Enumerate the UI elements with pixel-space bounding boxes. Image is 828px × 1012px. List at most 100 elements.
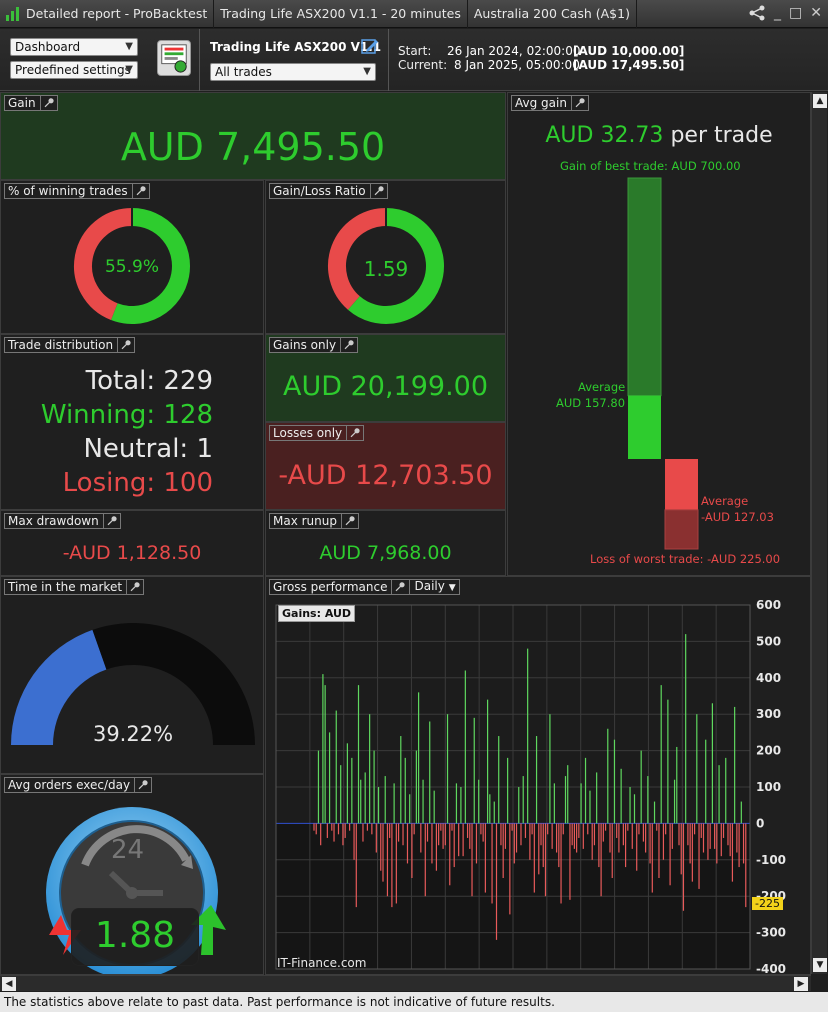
time-in-market-title: Time in the market xyxy=(8,580,123,594)
gains-only-value: AUD 20,199.00 xyxy=(282,371,489,402)
gain-title: Gain xyxy=(8,96,36,110)
y-tick-label: 100 xyxy=(756,780,781,794)
chevron-down-icon: ▼ xyxy=(125,41,133,52)
avg-loss-bar xyxy=(665,459,698,510)
maximize-button[interactable]: □ xyxy=(789,5,803,21)
trades-select[interactable]: All trades ▼ xyxy=(210,63,376,81)
wrench-icon[interactable] xyxy=(570,96,585,110)
tab-instrument[interactable]: Australia 200 Cash (A$1) xyxy=(468,0,637,28)
wrench-icon[interactable] xyxy=(39,96,54,110)
panel-title: Max drawdown xyxy=(4,513,121,529)
gauge-remaining-arc xyxy=(92,623,255,745)
minimize-button[interactable]: _ xyxy=(774,5,782,21)
chevron-down-icon: ▼ xyxy=(363,66,371,77)
max-drawdown-panel: Max drawdown -AUD 1,128.50 xyxy=(0,510,264,576)
max-drawdown-value: -AUD 1,128.50 xyxy=(62,542,202,564)
panel-title: Avg orders exec/day xyxy=(4,777,153,793)
wrench-icon[interactable] xyxy=(341,514,355,528)
avg-orders-title: Avg orders exec/day xyxy=(8,778,131,792)
panel-title: Gains only xyxy=(269,337,359,353)
panel-title: % of winning trades xyxy=(4,183,150,199)
avg-orders-panel: Avg orders exec/day 24 1.88 xyxy=(0,774,264,975)
avg-loss-value: -AUD 127.03 xyxy=(701,510,774,524)
scroll-right-icon[interactable]: ▶ xyxy=(794,977,808,991)
worst-trade-label: Loss of worst trade: -AUD 225.00 xyxy=(590,552,781,566)
probacktest-logo-icon xyxy=(6,6,22,21)
settings-select[interactable]: Predefined settings ▼ xyxy=(10,61,138,79)
report-toolbar: Dashboard ▼ Predefined settings ▼ Trading … xyxy=(0,29,828,91)
scroll-up-icon[interactable]: ▲ xyxy=(813,94,827,108)
winning-pct-panel: % of winning trades 55.9% xyxy=(0,180,264,334)
avg-gain-title: Avg gain xyxy=(515,96,567,110)
losing-trades: Losing: 100 xyxy=(62,468,213,498)
window-titlebar: Detailed report - ProBacktest Trading Li… xyxy=(0,0,828,28)
worst-marker-label: -225 xyxy=(752,897,783,910)
wrench-icon[interactable] xyxy=(346,426,360,440)
trade-distribution-panel: Trade distribution Total: 229 Winning: 1… xyxy=(0,334,264,510)
current-capital: [AUD 17,495.50] xyxy=(573,58,685,72)
start-capital: [AUD 10,000.00] xyxy=(573,44,685,58)
total-trades: Total: 229 xyxy=(85,366,213,396)
horizontal-scrollbar[interactable]: ◀ ▶ xyxy=(0,975,811,991)
wrench-icon[interactable] xyxy=(134,778,148,792)
disclaimer-footer: The statistics above relate to past data… xyxy=(0,992,828,1012)
worst-trade-bar xyxy=(664,509,699,550)
avg-win-bar xyxy=(628,395,661,459)
watermark: IT-Finance.com xyxy=(277,956,367,970)
close-button[interactable]: ✕ xyxy=(810,5,822,21)
tab-label: Trading Life ASX200 V1.1 - 20 minutes xyxy=(220,6,461,21)
system-settings-icon[interactable] xyxy=(157,40,191,76)
y-tick-label: 200 xyxy=(756,744,781,758)
y-tick-label: 500 xyxy=(756,634,781,648)
wrench-icon[interactable] xyxy=(369,184,384,198)
time-in-market-panel: Time in the market 39.22% xyxy=(0,576,264,774)
winning-pct-win-arc xyxy=(111,208,190,324)
gain-loss-ratio-panel: Gain/Loss Ratio 1.59 xyxy=(265,180,506,334)
avg-orders-value: 1.88 xyxy=(94,915,176,956)
winning-pct-loss-arc xyxy=(74,208,133,321)
panel-title: Gain/Loss Ratio xyxy=(269,183,388,199)
avg-loss-label: Average xyxy=(701,494,749,508)
avg-gain-suffix: per trade xyxy=(670,123,773,148)
gauge-fill-arc xyxy=(11,629,107,745)
wrench-icon[interactable] xyxy=(126,580,140,594)
tab-detailed-report[interactable]: Detailed report - ProBacktest xyxy=(0,0,215,28)
wrench-icon[interactable] xyxy=(117,338,131,352)
panel-title: Trade distribution xyxy=(4,337,136,353)
vertical-scrollbar[interactable]: ▲ ▼ xyxy=(811,92,827,974)
avg-win-value: AUD 157.80 xyxy=(556,396,626,410)
wrench-icon[interactable] xyxy=(340,338,354,352)
y-tick-label: -300 xyxy=(756,926,786,940)
gain-value: AUD 7,495.50 xyxy=(120,125,386,169)
share-icon[interactable] xyxy=(748,4,766,22)
start-date: 26 Jan 2024, 02:00:00 xyxy=(447,44,581,58)
winning-pct-title: % of winning trades xyxy=(8,184,128,198)
period-select[interactable]: Daily ▼ xyxy=(409,579,456,595)
scroll-left-icon[interactable]: ◀ xyxy=(2,977,16,991)
wrench-icon[interactable] xyxy=(391,580,406,594)
gain-loss-loss-arc xyxy=(328,208,387,310)
avg-gain-value: AUD 32.73 xyxy=(545,123,664,148)
y-tick-label: -100 xyxy=(756,853,786,867)
edit-icon[interactable] xyxy=(361,37,379,55)
gains-only-panel: Gains only AUD 20,199.00 xyxy=(265,334,506,422)
panel-title: Gain xyxy=(4,95,58,111)
y-tick-label: 600 xyxy=(756,598,781,612)
scroll-down-icon[interactable]: ▼ xyxy=(813,958,827,972)
wrench-icon[interactable] xyxy=(102,514,117,528)
view-select[interactable]: Dashboard ▼ xyxy=(10,38,138,56)
losses-only-value: -AUD 12,703.50 xyxy=(278,460,493,491)
chevron-down-icon: ▼ xyxy=(125,64,133,75)
max-runup-title: Max runup xyxy=(273,514,337,528)
losses-only-panel: Losses only -AUD 12,703.50 xyxy=(265,422,506,510)
winning-pct-donut xyxy=(74,207,190,324)
panel-title: Losses only xyxy=(269,425,365,441)
chart-legend: Gains: AUD xyxy=(278,605,356,622)
best-trade-bar xyxy=(627,177,662,397)
tab-system[interactable]: Trading Life ASX200 V1.1 - 20 minutes xyxy=(214,0,468,28)
settings-select-value: Predefined settings xyxy=(15,63,131,77)
gain-loss-ratio-label: 1.59 xyxy=(363,257,409,281)
winning-pct-label: 55.9% xyxy=(104,257,159,277)
gross-performance-title: Gross performance xyxy=(273,580,388,594)
wrench-icon[interactable] xyxy=(131,184,146,198)
